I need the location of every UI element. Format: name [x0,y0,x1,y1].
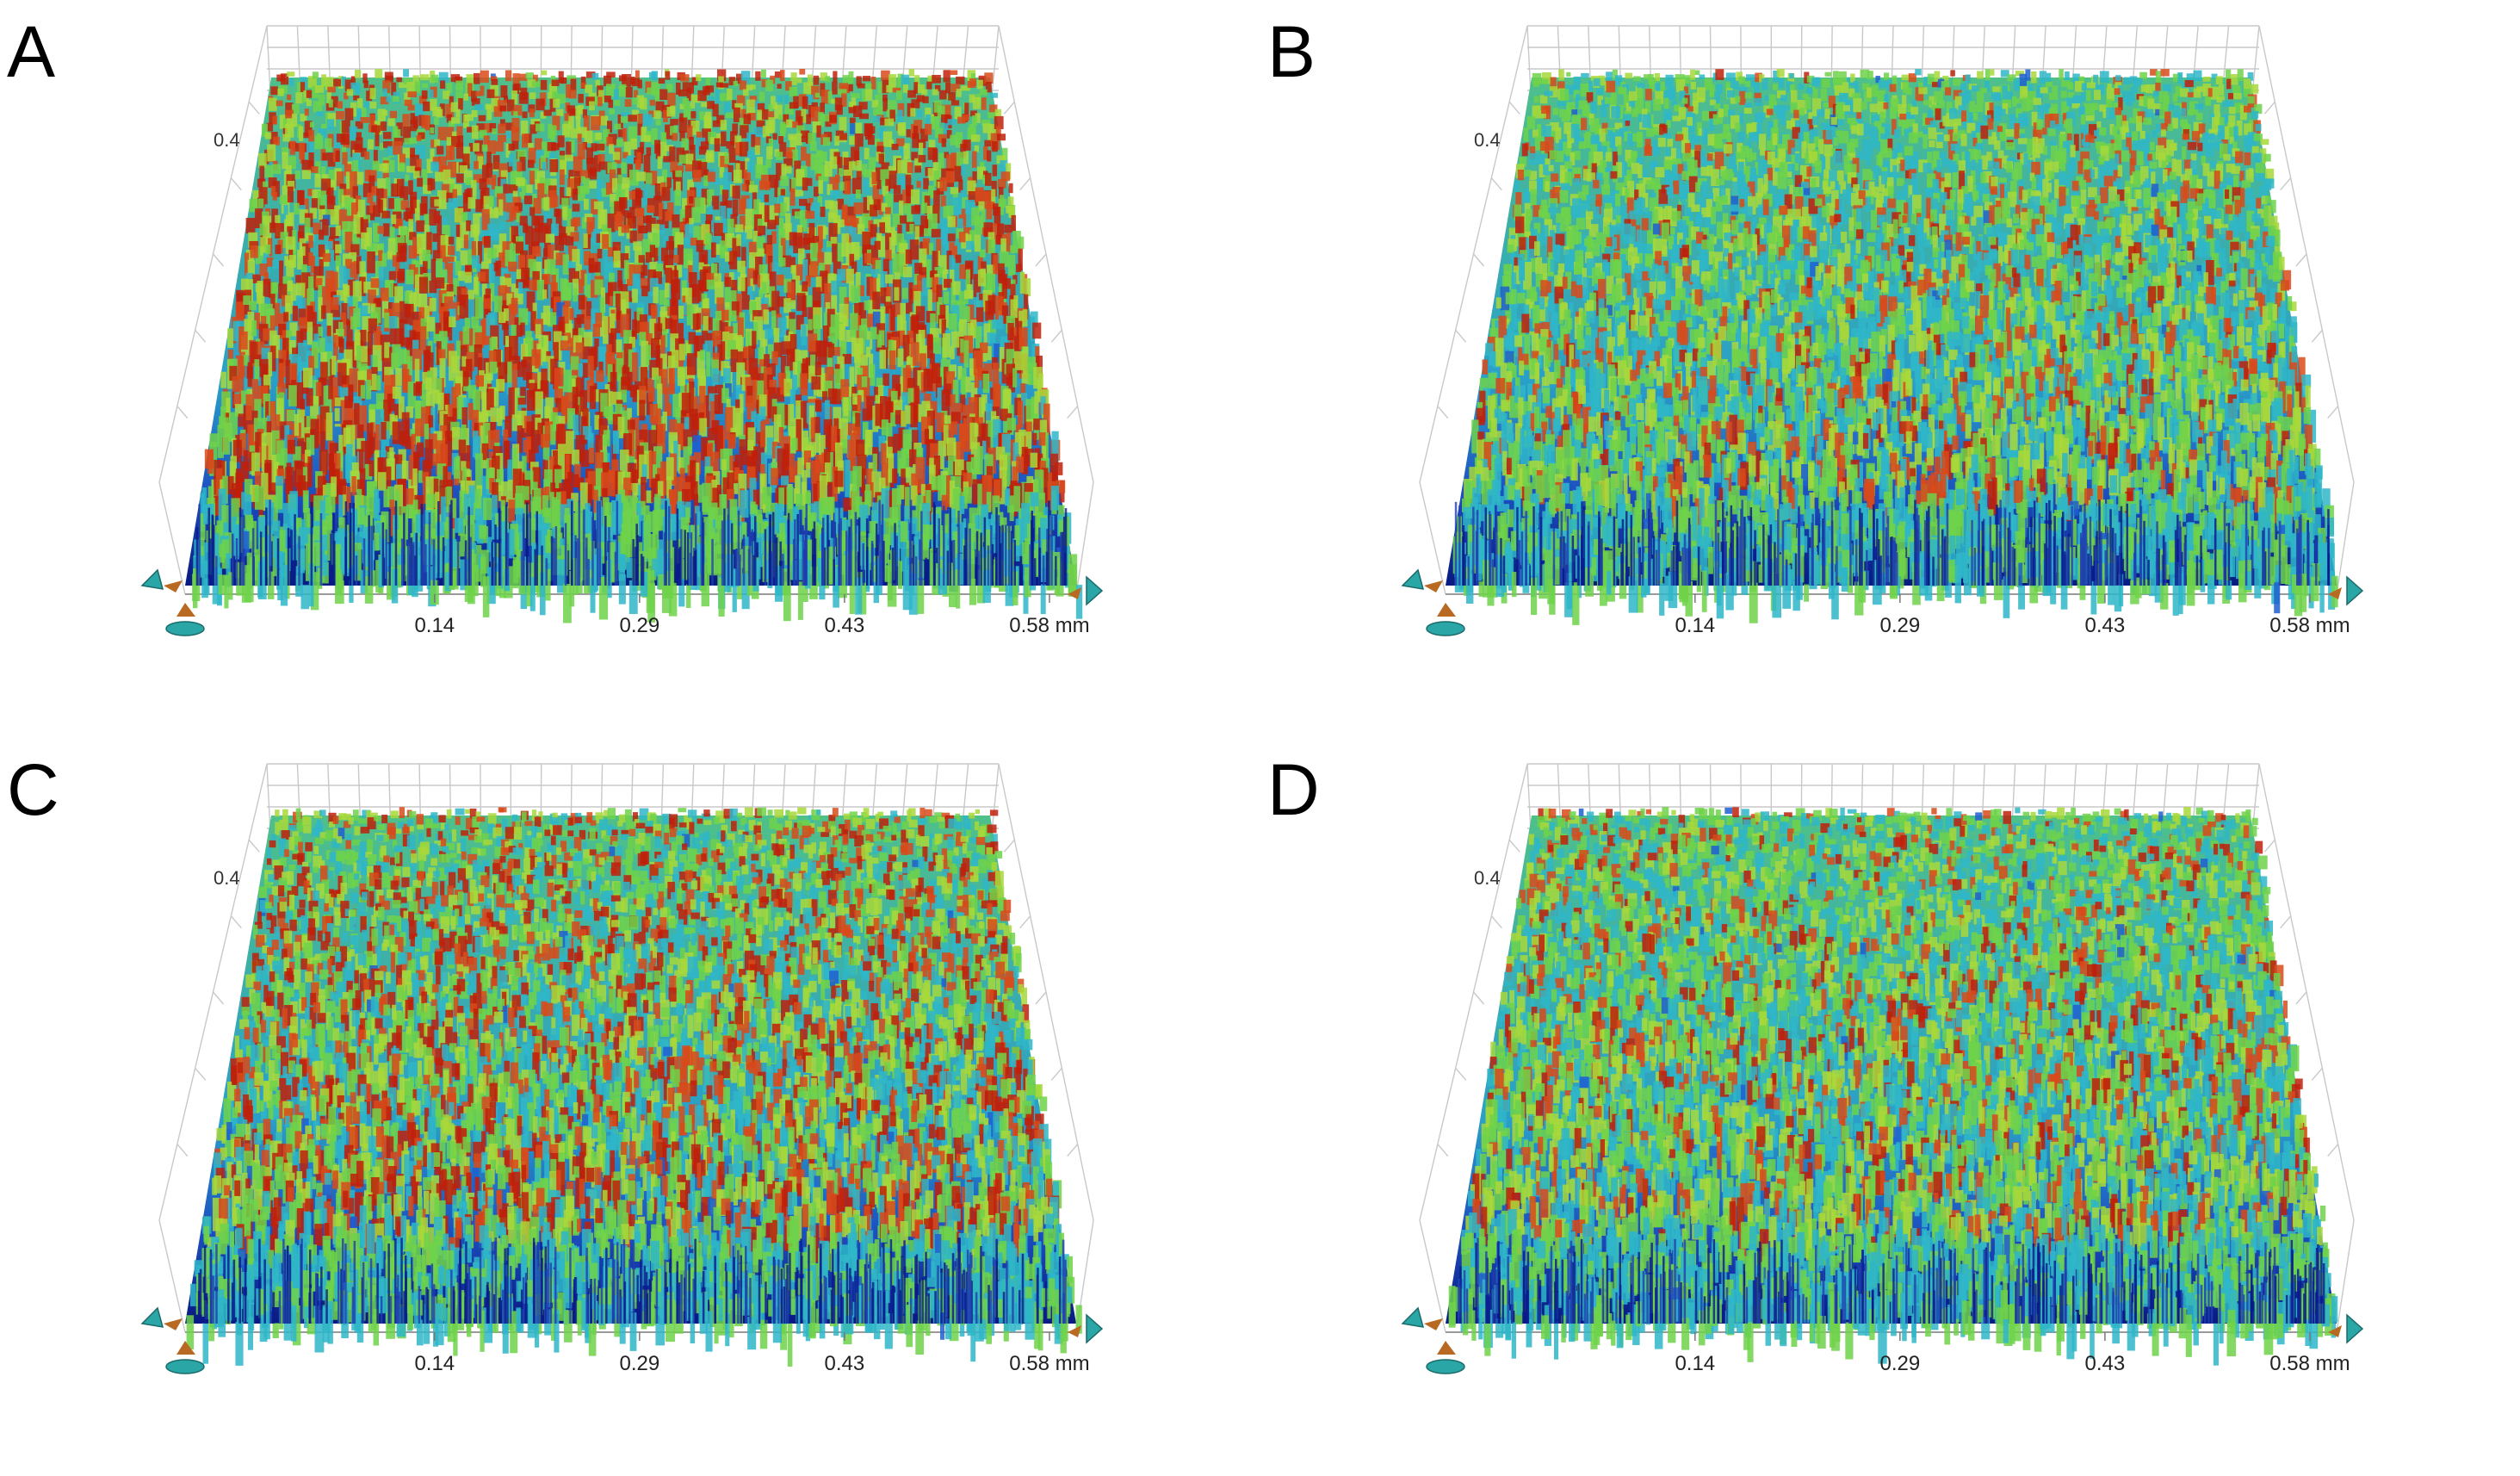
z-tick-label: 0.4 [214,867,240,889]
rotate-right-icon[interactable] [2328,575,2364,606]
x-tick-label: 0.29 [619,1352,659,1375]
tilt-down-icon[interactable] [1426,1341,1465,1374]
x-tick-label: 0.58 mm [2269,614,2350,637]
z-tick-label: 0.4 [214,129,240,151]
x-tick-label: 0.43 [825,614,865,637]
surface-texture [1448,807,2338,1366]
tilt-down-icon[interactable] [165,603,205,636]
x-tick-label: 0.43 [2085,614,2126,637]
panel-d: 0.14 0.29 0.43 0.58 mm 0.4 D [1260,738,2520,1476]
rotate-left-icon[interactable] [140,568,183,592]
panel-a: 0.14 0.29 0.43 0.58 mm 0.4 A [0,0,1260,738]
x-axis: 0.14 0.29 0.43 0.58 mm [414,1332,1090,1375]
x-tick-label: 0.58 mm [1009,1352,1089,1375]
surface-plot-d: 0.14 0.29 0.43 0.58 mm 0.4 [1401,763,2364,1375]
z-tick-label: 0.4 [1474,129,1501,151]
panel-c: 0.14 0.29 0.43 0.58 mm 0.4 C [0,738,1260,1476]
x-tick-label: 0.14 [414,614,455,637]
panel-label: C [7,754,59,826]
x-tick-label: 0.14 [1675,614,1715,637]
rotate-right-icon[interactable] [2328,1313,2364,1344]
x-tick-label: 0.43 [2085,1352,2126,1375]
surface-plot-a: 0.14 0.29 0.43 0.58 mm 0.4 [140,25,1104,637]
rotate-right-icon[interactable] [1068,1313,1104,1344]
x-tick-label: 0.43 [825,1352,865,1375]
panel-label: D [1267,754,1320,826]
x-tick-label: 0.14 [414,1352,455,1375]
panel-label: B [1267,16,1316,88]
rotate-right-icon[interactable] [1068,575,1104,606]
x-tick-label: 0.29 [619,614,659,637]
panel-b: 0.14 0.29 0.43 0.58 mm 0.4 B [1260,0,2520,738]
x-tick-label: 0.14 [1675,1352,1715,1375]
x-axis: 0.14 0.29 0.43 0.58 mm [414,594,1090,637]
x-axis: 0.14 0.29 0.43 0.58 mm [1675,1332,2350,1375]
x-tick-label: 0.29 [1879,614,1920,637]
surface-plot-c: 0.14 0.29 0.43 0.58 mm 0.4 [140,763,1104,1375]
rotate-left-icon[interactable] [140,1306,183,1330]
rotate-left-icon[interactable] [1401,1306,1443,1330]
x-tick-label: 0.29 [1879,1352,1920,1375]
panel-label: A [7,16,55,88]
z-tick-label: 0.4 [1474,867,1501,889]
rotate-left-icon[interactable] [1401,568,1443,592]
surface-plot-b: 0.14 0.29 0.43 0.58 mm 0.4 [1401,25,2364,637]
tilt-down-icon[interactable] [1426,603,1465,636]
x-axis: 0.14 0.29 0.43 0.58 mm [1675,594,2350,637]
surface-texture [1452,69,2338,625]
tilt-down-icon[interactable] [165,1341,205,1374]
x-tick-label: 0.58 mm [2269,1352,2350,1375]
surface-texture [186,807,1082,1367]
x-tick-label: 0.58 mm [1009,614,1089,637]
surface-texture [192,69,1083,623]
